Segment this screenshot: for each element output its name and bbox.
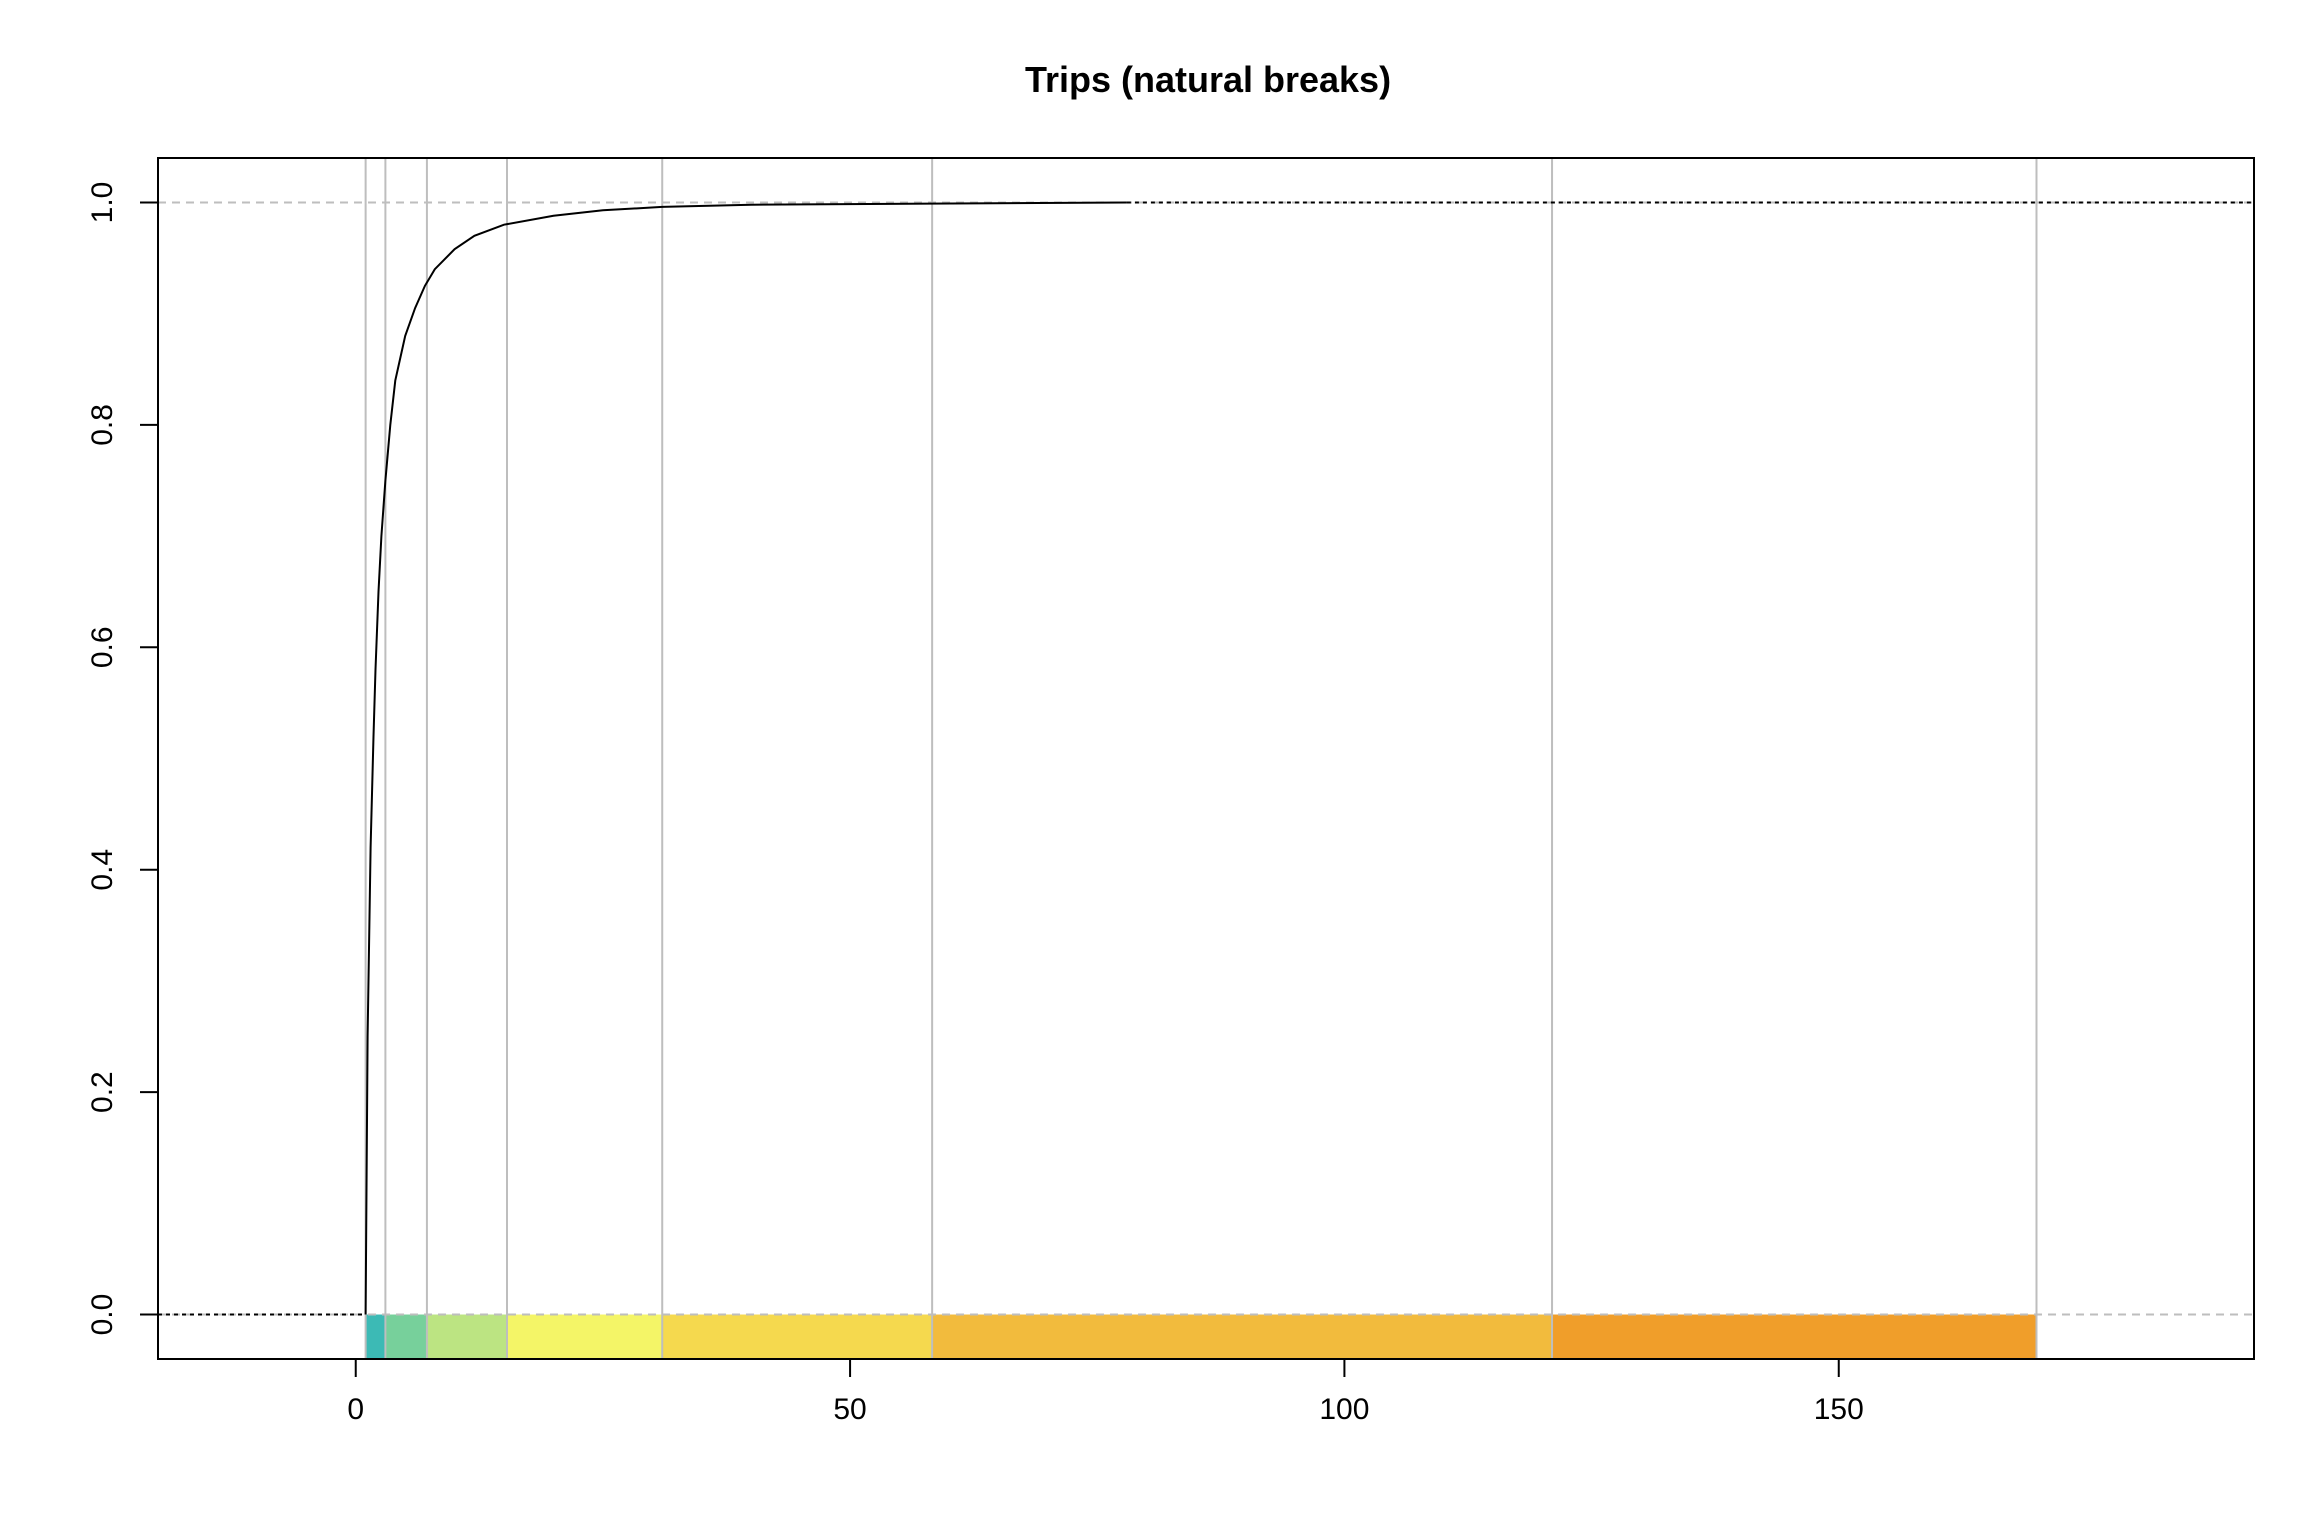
y-axis: 0.0 0.2 0.4 0.6 0.8 1.0	[86, 182, 159, 1336]
x-axis: 0 50 100 150	[347, 1358, 1864, 1426]
class-break-lines	[364, 158, 2038, 1359]
ecdf-line	[364, 201, 1127, 1315]
x-tick-label: 0	[347, 1393, 364, 1426]
x-tick-label: 50	[833, 1393, 866, 1426]
plot-frame	[157, 157, 2255, 1360]
class-bar-4	[507, 1314, 663, 1359]
y-tick-label: 0.0	[86, 1294, 119, 1336]
class-bar-3	[426, 1314, 508, 1359]
y-tick-label: 0.2	[86, 1071, 119, 1113]
class-color-bars	[365, 1314, 2037, 1359]
y-tick-label: 0.6	[86, 626, 119, 668]
y-tick-label: 0.8	[86, 404, 119, 446]
class-bar-7	[1552, 1314, 2037, 1359]
class-bar-5	[662, 1314, 933, 1359]
chart-title: Trips (natural breaks)	[1025, 59, 1391, 100]
class-bar-2	[385, 1314, 427, 1359]
class-bar-1	[365, 1314, 386, 1359]
ecdf-series	[364, 201, 1127, 1315]
x-tick-label: 150	[1814, 1393, 1864, 1426]
y-tick-label: 0.4	[86, 849, 119, 891]
x-tick-label: 100	[1319, 1393, 1369, 1426]
class-bar-6	[932, 1314, 1553, 1359]
y-tick-label: 1.0	[86, 182, 119, 224]
reference-lines	[158, 201, 2254, 1316]
